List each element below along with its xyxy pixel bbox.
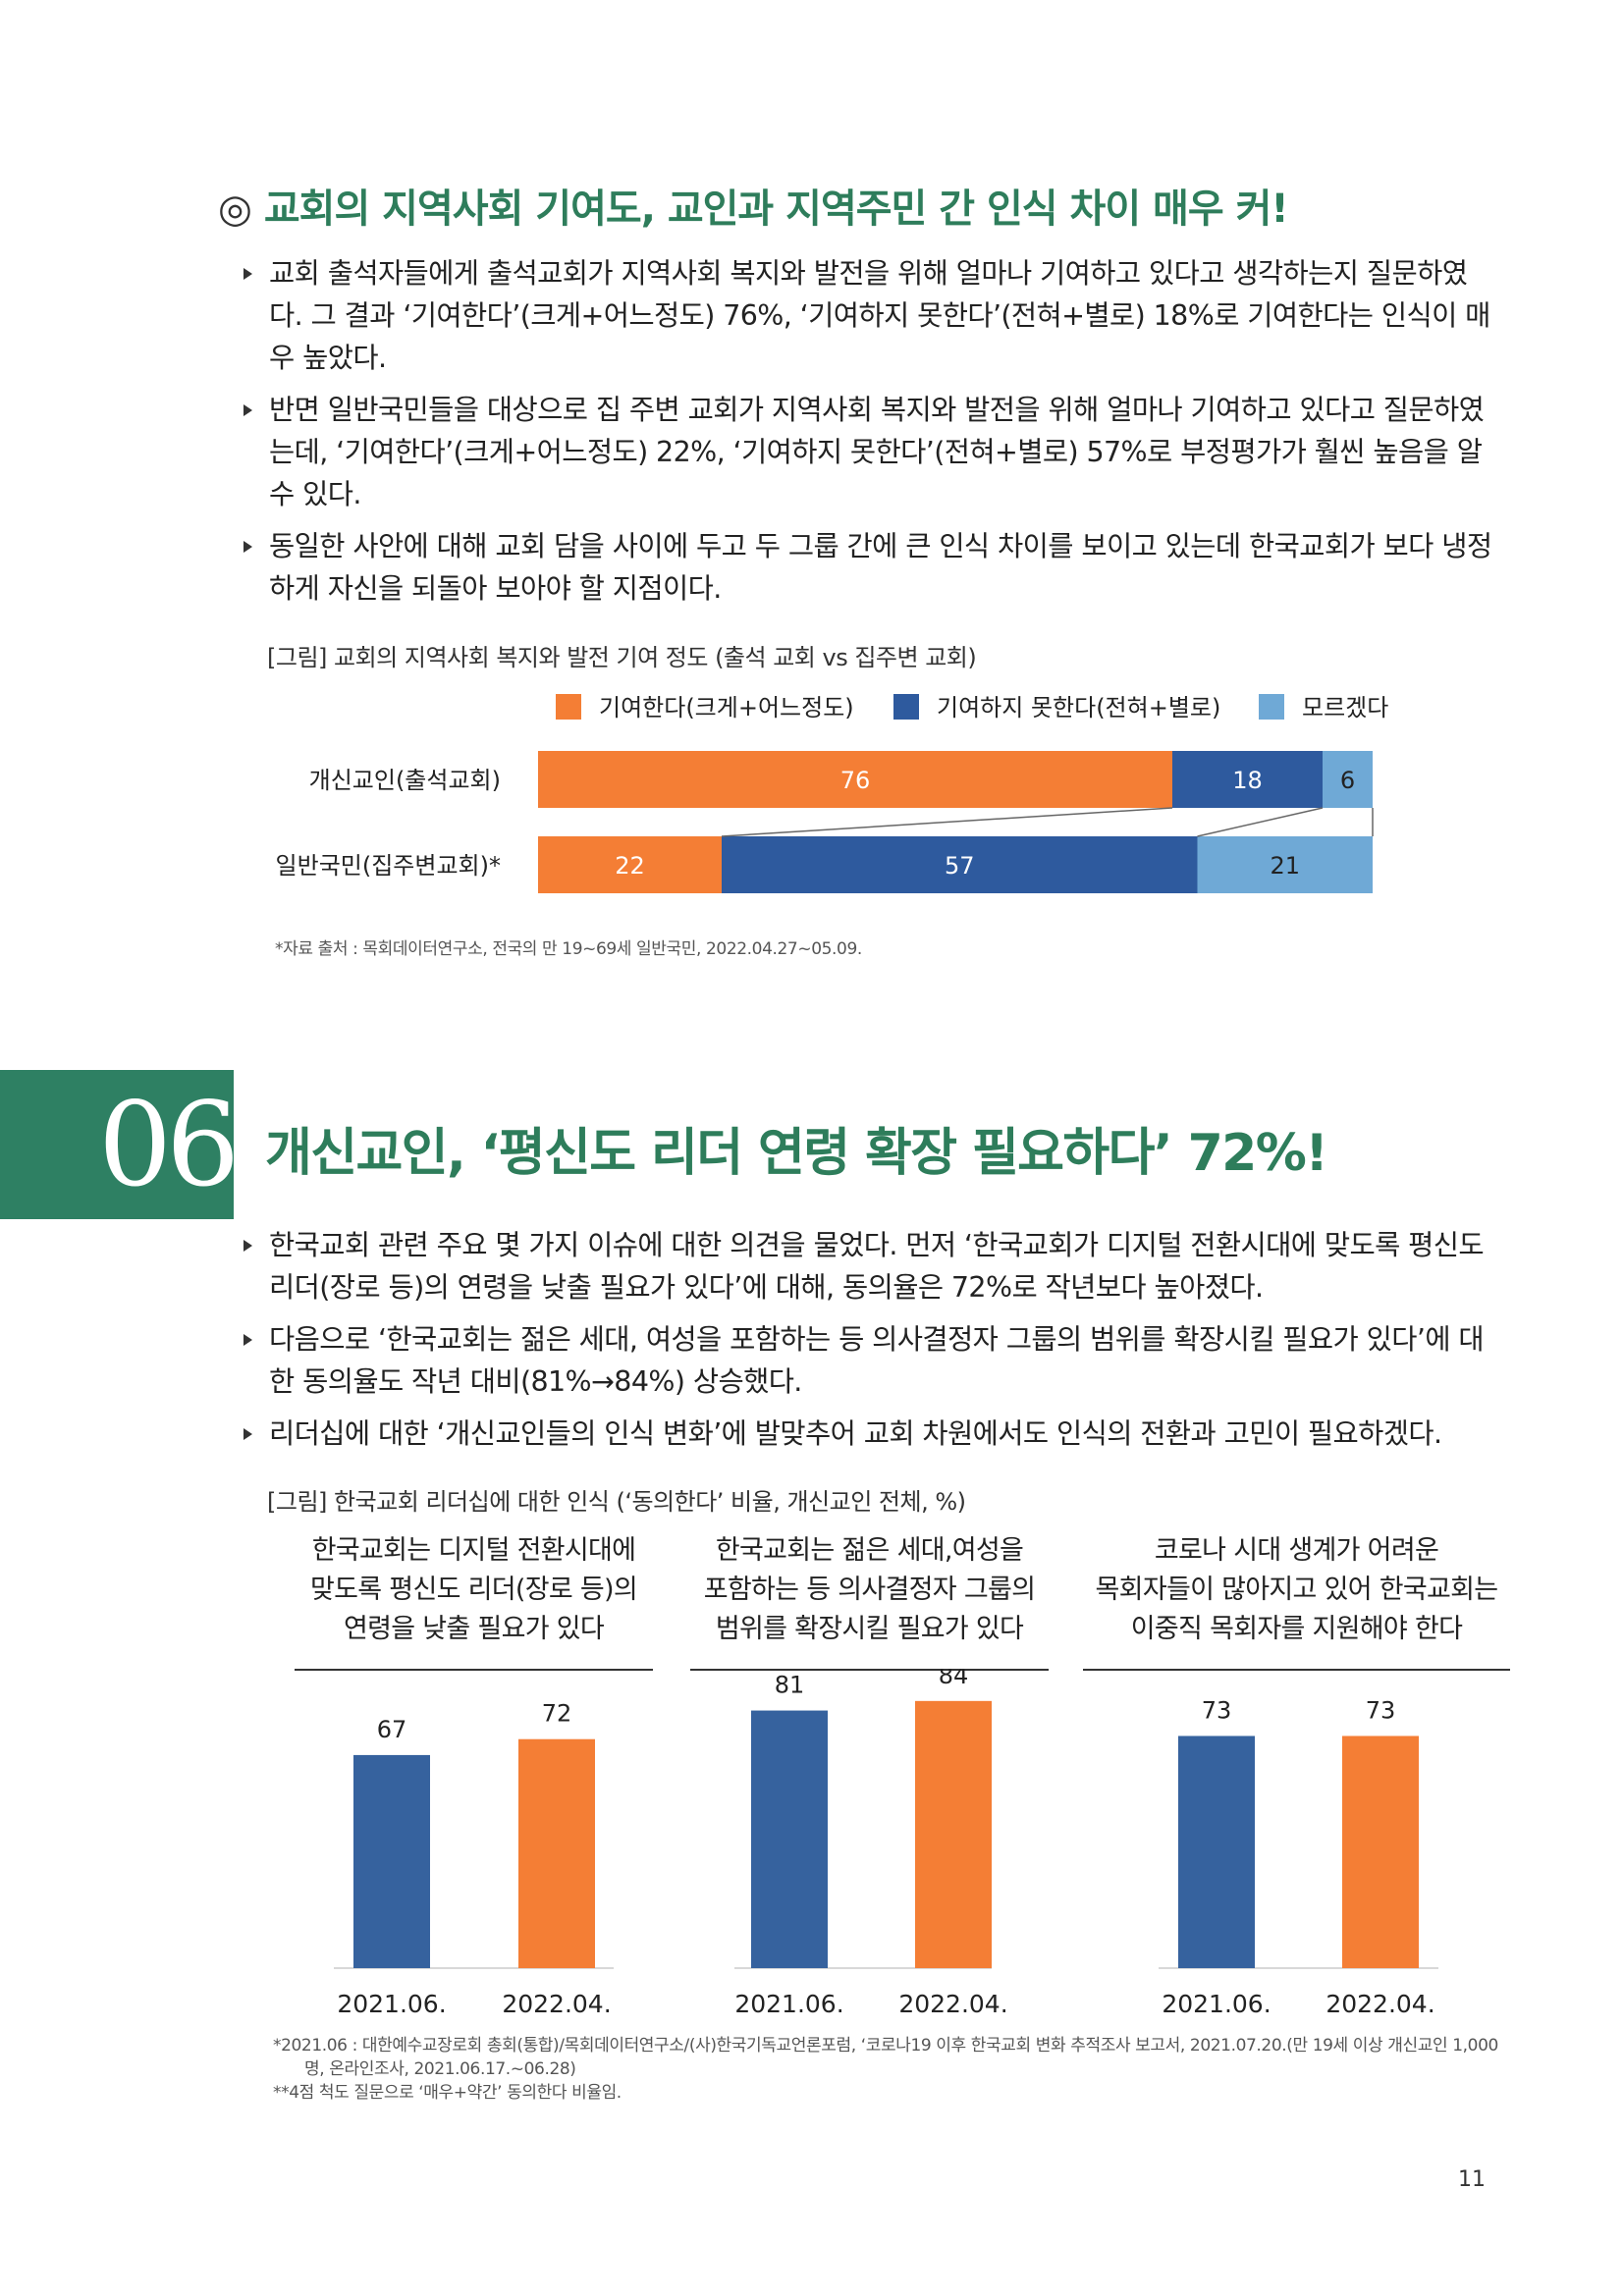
section-heading: ◎ 교회의 지역사회 기여도, 교인과 지역주민 간 인식 차이 매우 커!: [218, 177, 1289, 234]
connector-line: [1197, 807, 1324, 837]
divider: [295, 1669, 653, 1671]
legend-label: 모르겠다: [1302, 694, 1388, 721]
question-title-2: 한국교회는 젊은 세대,여성을 포함하는 등 의사결정자 그룹의 범위를 확장시…: [703, 1535, 1036, 1644]
data-label: 57: [945, 852, 975, 880]
x-tick-label: 2021.06.: [1162, 1990, 1271, 2018]
grouped-bar-chart: 67 2021.06. 72 2022.04. 81 2021.06. 84 2022.04.…: [334, 1669, 1438, 2018]
bar: [1178, 1735, 1255, 1968]
x-tick-label: 2021.06.: [734, 1990, 843, 2018]
bar: [353, 1754, 430, 1968]
category-label: 일반국민(집주변교회)*: [276, 852, 501, 880]
data-label: 21: [1270, 852, 1300, 880]
bar: [518, 1738, 595, 1968]
data-label: 76: [840, 767, 871, 794]
data-label: 22: [615, 852, 645, 880]
section-title: 교회의 지역사회 기여도, 교인과 지역주민 간 인식 차이 매우 커!: [263, 187, 1289, 232]
bar: [915, 1700, 992, 1968]
bar-segment: [1323, 751, 1373, 808]
data-label: 73: [1202, 1696, 1232, 1724]
data-label: 6: [1340, 767, 1355, 794]
category-label: 개신교인(출석교회): [309, 767, 501, 794]
bar-segment: [1197, 836, 1373, 893]
data-label: 67: [377, 1716, 407, 1743]
bullet-item: 반면 일반국민들을 대상으로 집 주변 교회가 지역사회 복지와 발전을 위해 …: [236, 389, 1492, 515]
section-number: 06: [98, 1077, 240, 1212]
legend-swatch: [1259, 694, 1284, 720]
question-title-1: 한국교회는 디지털 전환시대에 맞도록 평신도 리더(장로 등)의 연령을 낮출…: [310, 1535, 638, 1644]
bar-segment: [1172, 751, 1323, 808]
divider: [1083, 1669, 1510, 1671]
double-circle-icon: ◎: [218, 187, 252, 232]
legend-swatch: [556, 694, 581, 720]
legend-label: 기여한다(크게+어느정도): [599, 694, 854, 721]
section-number-box: [0, 1070, 234, 1219]
data-label: 81: [775, 1672, 805, 1699]
x-tick-label: 2022.04.: [1325, 1990, 1434, 2018]
page-number: 11: [1458, 2167, 1486, 2192]
legend-swatch: [893, 694, 919, 720]
x-tick-label: 2022.04.: [502, 1990, 611, 2018]
bar-segment: [722, 836, 1198, 893]
stacked-bar-chart: 기여한다(크게+어느정도) 기여하지 못한다(전혀+별로) 모르겠다개신교인(출석교…: [276, 694, 1388, 893]
x-tick-label: 2021.06.: [337, 1990, 446, 2018]
bar: [751, 1710, 828, 1968]
bullet-list-1: 교회 출석자들에게 출석교회가 지역사회 복지와 발전을 위해 얼마나 기여하고…: [236, 252, 1492, 619]
bullet-item: 동일한 사안에 대해 교회 담을 사이에 두고 두 그룹 간에 큰 인식 차이를…: [236, 525, 1492, 610]
bar-segment: [538, 751, 1172, 808]
divider: [690, 1669, 1049, 1671]
bullet-item: 다음으로 ‘한국교회는 젊은 세대, 여성을 포함하는 등 의사결정자 그룹의 …: [236, 1318, 1492, 1403]
figure-caption: [그림] 한국교회 리더십에 대한 인식 (‘동의한다’ 비율, 개신교인 전체…: [267, 1488, 966, 1516]
bullet-list-2: 한국교회 관련 주요 몇 가지 이슈에 대한 의견을 물었다. 먼저 ‘한국교회…: [236, 1224, 1492, 1465]
x-tick-label: 2022.04.: [898, 1990, 1007, 2018]
section-title: 개신교인, ‘평신도 리더 연령 확장 필요하다’ 72%!: [265, 1124, 1328, 1183]
data-label: 72: [542, 1700, 572, 1728]
footnote: *2021.06 : 대한예수교장로회 총회(통합)/목회데이터연구소/(사)한…: [273, 2036, 1498, 2079]
bullet-item: 교회 출석자들에게 출석교회가 지역사회 복지와 발전을 위해 얼마나 기여하고…: [236, 252, 1492, 379]
source-note: *자료 출처 : 목회데이터연구소, 전국의 만 19~69세 일반국민, 20…: [275, 939, 862, 959]
data-label: 84: [939, 1669, 969, 1689]
footnote: **4점 척도 질문으로 ‘매우+약간’ 동의한다 비율임.: [273, 2083, 622, 2103]
legend-label: 기여하지 못한다(전혀+별로): [937, 694, 1220, 721]
bullet-item: 한국교회 관련 주요 몇 가지 이슈에 대한 의견을 물었다. 먼저 ‘한국교회…: [236, 1224, 1492, 1308]
footnotes: *2021.06 : 대한예수교장로회 총회(통합)/목회데이터연구소/(사)한…: [273, 2034, 1500, 2105]
figure-caption: [그림] 교회의 지역사회 복지와 발전 기여 정도 (출석 교회 vs 집주변…: [267, 644, 977, 671]
bar-segment: [538, 836, 722, 893]
data-label: 18: [1232, 767, 1263, 794]
bar: [1342, 1735, 1419, 1968]
connector-line: [721, 807, 1173, 837]
bullet-item: 리더십에 대한 ‘개신교인들의 인식 변화’에 발맞추어 교회 차원에서도 인식…: [236, 1413, 1492, 1455]
data-label: 73: [1366, 1696, 1396, 1724]
question-title-3: 코로나 시대 생계가 어려운 목회자들이 많아지고 있어 한국교회는 이중직 목…: [1095, 1535, 1499, 1644]
